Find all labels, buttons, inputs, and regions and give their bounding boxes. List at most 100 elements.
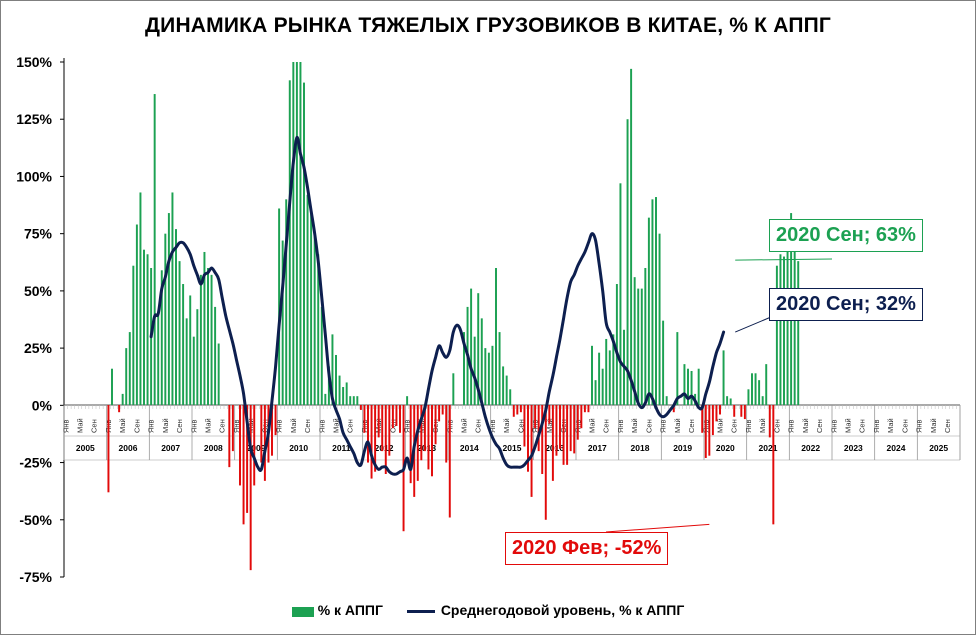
legend-swatch-line [406,610,435,614]
y-tick-label: 75% [24,226,53,242]
x-month-label: Янв [403,419,412,433]
chart-title: ДИНАМИКА РЫНКА ТЯЖЕЛЫХ ГРУЗОВИКОВ В КИТА… [144,14,832,37]
bar [509,389,512,405]
bar [203,251,206,405]
x-month-label: Сен [516,419,525,433]
bar [384,405,387,474]
y-tick-label: 25% [24,340,53,356]
x-month-label: Май [588,418,597,433]
x-month-label: Сен [943,419,952,433]
bar [107,405,110,493]
bar [644,268,647,405]
y-tick-label: -75% [19,569,52,585]
x-month-label: Май [332,418,341,433]
bar [687,368,689,405]
bar [662,320,665,405]
bar [683,364,686,405]
bar [452,373,455,405]
bar [271,405,273,456]
bar [548,405,551,424]
x-month-label: Май [886,418,895,433]
bar [327,366,330,405]
line-series [149,135,726,476]
x-month-label: Май [161,418,170,433]
bar [409,405,412,484]
x-month-label: Янв [317,419,326,433]
bar [761,396,764,405]
bar [701,405,704,433]
bar [431,405,433,477]
legend: % к АППГ Среднегодовой уровень, % к АППГ [0,601,976,618]
x-month-label: Сен [772,419,781,433]
bar [441,405,444,415]
bar [676,332,679,405]
bar [399,405,401,433]
x-month-label: Сен [602,419,611,433]
x-month-label: Янв [744,419,753,433]
bar [715,405,718,422]
x-month-label: Янв [275,419,284,433]
bar [608,350,611,405]
bar [555,405,558,456]
bar [551,405,554,481]
x-month-label: Сен [900,419,909,433]
bar [523,405,526,447]
bar [192,336,195,405]
bar [448,405,451,518]
bar [374,405,377,472]
bar [615,284,618,405]
bar [320,306,323,405]
legend-label-bars: % к АППГ [317,602,383,619]
bar [260,405,263,463]
bar [395,405,398,426]
bar [445,405,448,463]
bar [281,240,284,405]
x-month-label: Сен [687,419,696,433]
y-tick-label: -50% [19,512,52,528]
bar [143,249,145,405]
x-month-label: Янв [659,419,668,433]
bar [175,229,177,405]
bar [697,368,700,405]
x-month-label: Май [630,418,639,433]
bar [594,380,597,405]
x-year-label: 2007 [161,443,180,453]
x-month-label: Янв [872,419,881,433]
bar [182,284,185,405]
bar [651,199,654,405]
y-tick-label: 100% [16,168,52,184]
leader-bar-feb-2020 [605,523,710,533]
bar [583,405,586,413]
x-year-label: 2010 [289,443,308,453]
bar-series [107,62,800,571]
line-path [149,135,726,476]
bar [601,368,604,405]
x-month-label: Май [118,418,127,433]
legend-item-line: Среднегодовой уровень, % к АППГ [406,602,685,619]
x-month-label: Сен [132,419,141,433]
bar [246,405,249,513]
annotation-bar-sep-2020: 2020 Сен; 63% [769,219,923,252]
x-month-label: Янв [61,419,70,433]
bar [338,375,341,405]
x-year-label: 2020 [716,443,735,453]
bar [719,405,721,415]
bar [185,318,188,405]
x-year-label: 2012 [375,443,394,453]
x-month-label: Янв [829,419,838,433]
bar [580,405,583,429]
x-year-label: 2013 [417,443,436,453]
x-month-label: Янв [189,419,198,433]
bar [758,380,761,405]
bar [342,387,345,405]
bar [487,352,490,405]
bar [310,213,313,405]
legend-label-line: Среднегодовой уровень, % к АППГ [440,602,685,619]
bar [189,295,192,405]
bar [135,224,138,405]
bar [199,274,202,405]
bar [519,405,522,413]
x-year-label: 2006 [119,443,138,453]
bar [498,332,501,405]
x-month-label: Май [801,418,810,433]
